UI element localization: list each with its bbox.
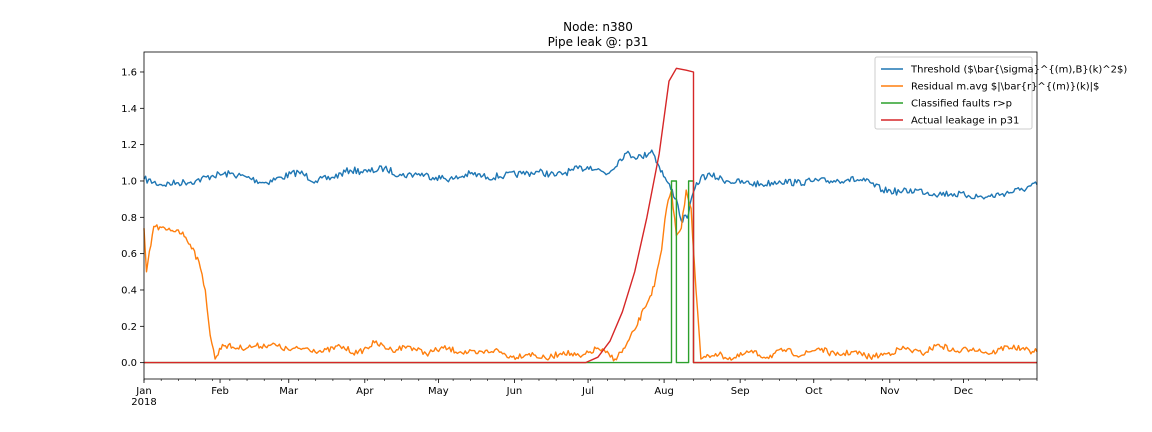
plot-area bbox=[143, 67, 1038, 364]
y-tick-label: 0.6 bbox=[121, 249, 137, 260]
x-tick-year-label: 2018 bbox=[131, 397, 156, 408]
x-tick-label: Jun bbox=[506, 386, 523, 397]
x-tick-label: Mar bbox=[279, 386, 299, 397]
x-tick-label: Apr bbox=[356, 386, 374, 397]
series-line-3 bbox=[144, 180, 1037, 364]
y-tick-label: 1.0 bbox=[121, 176, 137, 187]
y-tick-label: 0.8 bbox=[121, 213, 137, 224]
legend: Threshold ($\bar{\sigma}^{(m),B}(k)^2$) R… bbox=[874, 56, 1127, 130]
y-tick-label: 1.4 bbox=[121, 104, 137, 115]
legend-label-2: Residual m.avg $|\bar{r}^{(m)}(k)|$ bbox=[911, 82, 1099, 93]
series-line-1 bbox=[143, 149, 1038, 223]
y-tick-label: 0.2 bbox=[121, 322, 137, 333]
legend-label-3: Classified faults r>p bbox=[911, 99, 1012, 110]
y-tick-label: 0.0 bbox=[121, 358, 137, 369]
series-line-2 bbox=[143, 189, 1038, 362]
legend-label-1: Threshold ($\bar{\sigma}^{(m),B}(k)^2$) bbox=[910, 65, 1127, 76]
x-tick-label: Sep bbox=[731, 386, 750, 397]
x-tick-label: Nov bbox=[880, 386, 900, 397]
x-tick-label: May bbox=[428, 386, 449, 397]
x-tick-label: Feb bbox=[211, 386, 229, 397]
chart-subtitle: Pipe leak @: p31 bbox=[548, 35, 649, 49]
x-tick-label: Oct bbox=[805, 386, 822, 397]
chart-title: Node: n380 bbox=[563, 20, 633, 34]
series-line-4 bbox=[144, 67, 1037, 364]
y-tick-label: 0.4 bbox=[121, 285, 137, 296]
legend-box bbox=[874, 56, 1033, 130]
legend-label-4: Actual leakage in p31 bbox=[911, 116, 1019, 127]
y-tick-label: 1.6 bbox=[121, 67, 137, 78]
x-tick-label: Jul bbox=[581, 386, 594, 397]
x-tick-label: Jan bbox=[135, 386, 151, 397]
y-tick-label: 1.2 bbox=[121, 140, 137, 151]
x-tick-label: Aug bbox=[654, 386, 674, 397]
x-tick-label: Dec bbox=[954, 386, 973, 397]
